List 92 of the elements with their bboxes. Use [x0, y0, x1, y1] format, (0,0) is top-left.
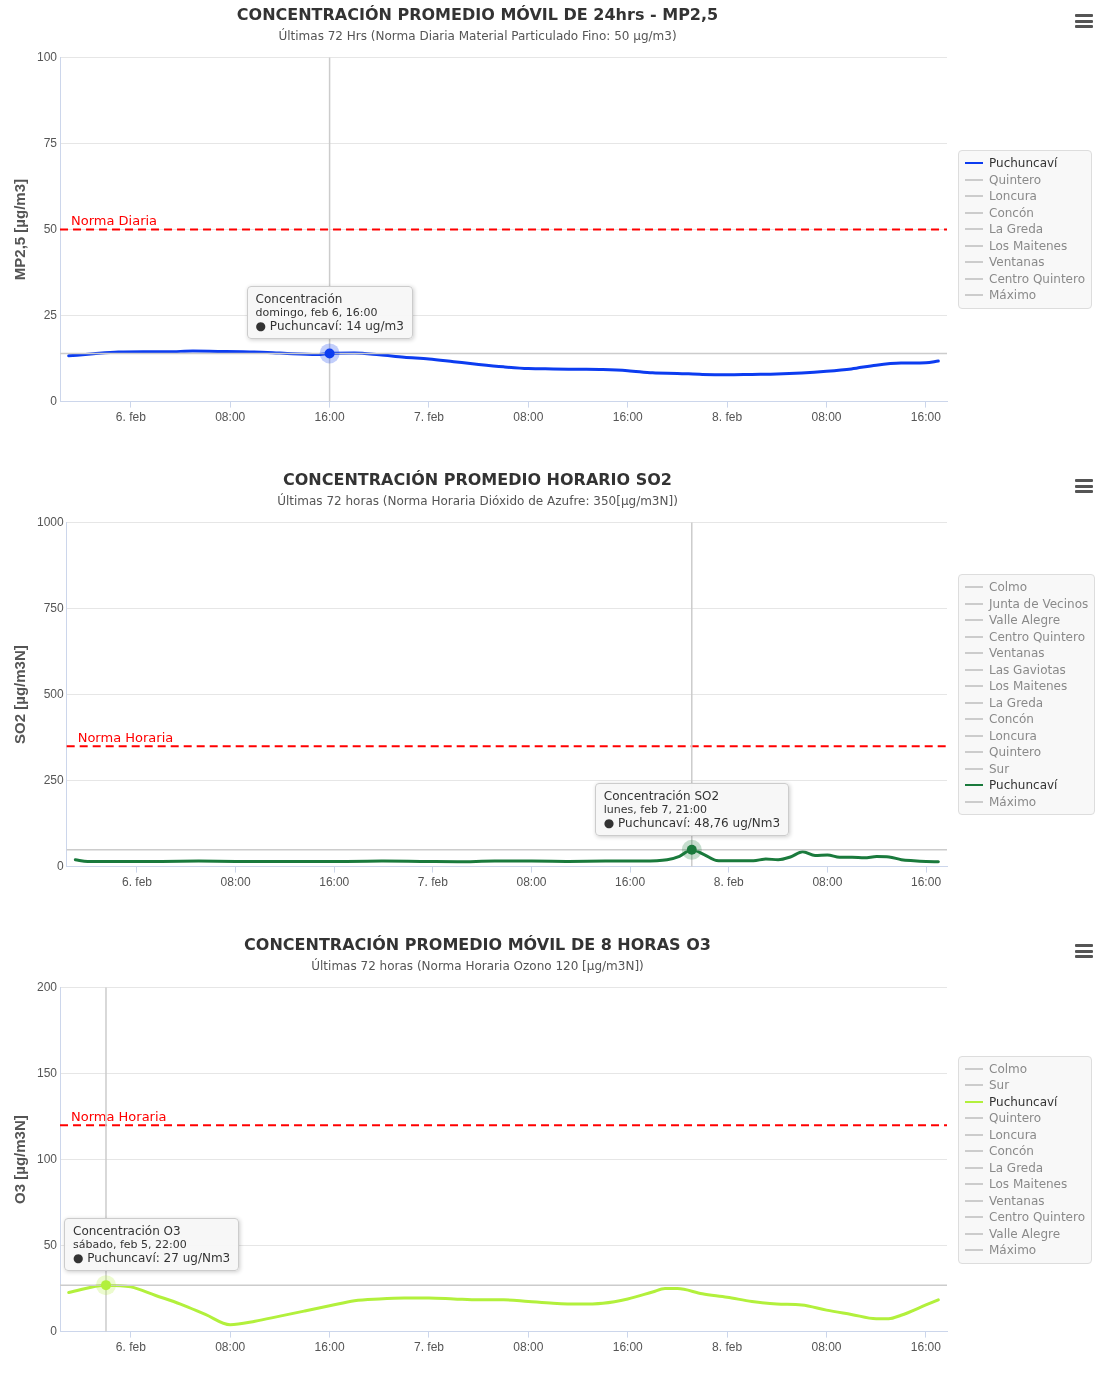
legend-label: Quintero [989, 171, 1042, 189]
x-tick-label: 16:00 [910, 1340, 942, 1355]
legend-label: Valle Alegre [989, 1225, 1061, 1243]
chart-subtitle: Últimas 72 horas (Norma Horaria Dióxido de Azufre: 350[µg/m3N]) [277, 492, 678, 508]
legend-label: Máximo [989, 793, 1037, 811]
x-tick-label: 8. feb [713, 875, 745, 890]
legend-label: Los Maitenes [989, 237, 1068, 255]
x-tick-label: 16:00 [314, 410, 345, 425]
legend-label: Valle Alegre [989, 612, 1061, 629]
legend-label: Concón [989, 711, 1034, 728]
y-axis-title: SO2 [µg/m3N] [11, 645, 29, 744]
y-tick-label: 500 [43, 686, 65, 701]
x-tick-label: 08:00 [812, 875, 843, 890]
x-tick-label: 16:00 [319, 875, 350, 890]
annotation: Concentración domingo, feb 6, 16:00 ● Puchuncaví: 14 ug/m3 [255, 292, 404, 334]
x-tick-label: 8. feb [712, 410, 743, 425]
x-tick-label: 08:00 [215, 1340, 246, 1355]
legend-label: Centro Quintero [989, 270, 1085, 288]
legend-label: Las Gaviotas [989, 661, 1066, 679]
legend-label: Sur [989, 1077, 1010, 1094]
y-tick-label: 250 [43, 772, 65, 787]
legend-label: Ventanas [989, 1192, 1045, 1210]
x-tick-label: 6. feb [115, 1340, 147, 1355]
chart-subtitle: Últimas 72 Hrs (Norma Diaria Material Particulado Fino: 50 µg/m3) [278, 27, 677, 43]
y-tick-label: 0 [57, 858, 65, 873]
legend-label: Junta de Vecinos [989, 595, 1089, 613]
x-tick-label: 16:00 [615, 875, 646, 890]
legend-label: La Greda [989, 1159, 1044, 1177]
y-tick-label: 50 [43, 1237, 58, 1252]
legend-label: Colmo [989, 579, 1028, 596]
y-tick-label: 0 [50, 393, 58, 408]
legend-label: Máximo [989, 1242, 1037, 1259]
chart-title: CONCENTRACIÓN PROMEDIO MÓVIL DE 8 HORAS O3 [244, 934, 711, 954]
x-tick-label: 8. feb [712, 1340, 743, 1355]
x-tick-label: 16:00 [314, 1340, 345, 1355]
legend-label: Concón [989, 204, 1034, 222]
y-tick-label: 1000 [36, 514, 65, 529]
legend-label: Quintero [989, 1110, 1042, 1127]
y-tick-label: 25 [43, 307, 58, 322]
annotation: Concentración O3 sábado, feb 5, 22:00 ● Puchuncaví: 27 ug/Nm3 [73, 1224, 231, 1266]
x-tick-label: 16:00 [612, 1340, 644, 1355]
legend-label: Centro Quintero [989, 1209, 1085, 1226]
legend-label: Quintero [989, 744, 1042, 761]
legend-label: Puchuncaví [989, 1093, 1058, 1111]
x-tick-label: 7. feb [417, 875, 449, 890]
x-tick-label: 08:00 [220, 875, 251, 890]
chart-subtitle: Últimas 72 horas (Norma Horaria Ozono 120 [µg/m3N]) [311, 957, 644, 973]
legend-label: Los Maitenes [989, 1176, 1068, 1193]
y-tick-label: 100 [36, 49, 58, 64]
legend-label: Puchuncaví [989, 777, 1058, 794]
legend-label: Colmo [989, 1060, 1028, 1078]
legend-label: La Greda [989, 221, 1044, 238]
annotation: Concentración SO2 lunes, feb 7, 21:00 ● Puchuncaví: 48,76 ug/Nm3 [603, 788, 781, 830]
legend-label: Sur [989, 760, 1010, 778]
x-tick-label: 6. feb [121, 875, 153, 890]
y-axis-title: O3 [µg/m3N] [11, 1115, 29, 1204]
x-tick-label: 7. feb [413, 1340, 445, 1355]
legend-label: Puchuncaví [989, 155, 1058, 172]
legend-label: Ventanas [989, 645, 1045, 662]
legend-label: Concón [989, 1143, 1034, 1160]
y-tick-label: 50 [43, 221, 58, 236]
y-tick-label: 100 [36, 1151, 58, 1166]
chart-title: CONCENTRACIÓN PROMEDIO HORARIO SO2 [283, 469, 672, 489]
legend-label: Ventanas [989, 254, 1045, 271]
x-tick-label: 08:00 [811, 410, 842, 425]
chart-title: CONCENTRACIÓN PROMEDIO MÓVIL DE 24hrs - MP2,5 [236, 4, 719, 24]
legend-label: Los Maitenes [989, 678, 1068, 695]
y-tick-label: 75 [43, 135, 58, 150]
legend-label: Loncura [989, 727, 1037, 745]
ref-line-label: Norma Horaria [71, 1109, 167, 1125]
x-tick-label: 16:00 [910, 410, 942, 425]
legend-label: La Greda [989, 694, 1044, 712]
x-tick-label: 08:00 [811, 1340, 842, 1355]
legend-label: Loncura [989, 188, 1037, 205]
ref-line-label: Norma Horaria [77, 730, 174, 746]
x-tick-label: 08:00 [215, 410, 246, 425]
legend-label: Loncura [989, 1126, 1037, 1144]
y-axis-title: MP2,5 [µg/m3] [11, 179, 29, 281]
y-tick-label: 0 [50, 1323, 58, 1338]
x-tick-label: 08:00 [516, 875, 547, 890]
y-tick-label: 200 [36, 979, 58, 994]
x-tick-label: 6. feb [115, 410, 147, 425]
x-tick-label: 16:00 [911, 875, 942, 890]
x-tick-label: 7. feb [413, 410, 445, 425]
y-tick-label: 750 [43, 600, 65, 615]
legend-label: Máximo [989, 287, 1037, 304]
ref-line-label: Norma Diaria [71, 213, 158, 229]
x-tick-label: 16:00 [612, 410, 644, 425]
x-tick-label: 08:00 [513, 410, 544, 425]
x-tick-label: 08:00 [513, 1340, 544, 1355]
legend-label: Centro Quintero [989, 628, 1085, 646]
y-tick-label: 150 [36, 1065, 58, 1080]
